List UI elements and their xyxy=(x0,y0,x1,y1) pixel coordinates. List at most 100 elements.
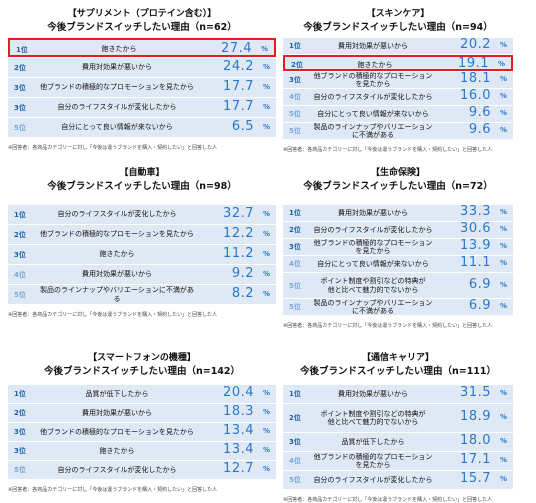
reason: 他ブランドの積極的なプロモーションを見たから xyxy=(313,238,433,255)
reason: 費用対効果が悪いから xyxy=(82,270,152,279)
table-row: 1位 費用対効果が悪いから 33.3% xyxy=(283,204,513,221)
reason: 他ブランドの積極的なプロモーションを見たから xyxy=(313,71,433,88)
rank: 1位 xyxy=(16,45,28,54)
unit: % xyxy=(262,229,270,238)
unit: % xyxy=(262,249,270,258)
unit: % xyxy=(262,269,270,278)
value: 30.6 xyxy=(460,221,491,236)
rank: 2位 xyxy=(14,409,26,417)
footnote: ※回答者：各商品カテゴリーに対し「今後は違うブランドを購入・契約したい」と回答し… xyxy=(8,487,218,493)
value: 16.0 xyxy=(460,88,491,103)
rank: 2位 xyxy=(289,414,301,422)
unit: % xyxy=(499,280,507,289)
table-row: 5位 自分のライフスタイルが変化したから 12.7% xyxy=(8,461,276,479)
unit: % xyxy=(499,92,507,100)
rank: 5位 xyxy=(289,127,301,135)
unit: % xyxy=(499,242,507,250)
reason: 飽きたから xyxy=(357,60,393,69)
rank: 5位 xyxy=(289,303,301,311)
value: 18.9 xyxy=(460,409,491,424)
unit: % xyxy=(499,413,507,421)
table-row: 2位 費用対効果が悪いから 18.3% xyxy=(8,404,276,422)
rank: 2位 xyxy=(289,226,301,234)
rank: 2位 xyxy=(14,63,26,72)
reason: 自分にとって良い情報が来ないから xyxy=(317,259,429,268)
rank: 3位 xyxy=(14,83,26,92)
reason: 自分にとって良い情報が来ないから xyxy=(61,123,173,132)
unit: % xyxy=(262,209,270,218)
table-row: 3位 飽きたから 13.4% xyxy=(8,442,276,460)
rank: 3位 xyxy=(289,438,301,446)
table-row: 5位 製品のラインナップやバリエーションに不満がある 6.9% xyxy=(283,298,513,315)
value: 13.9 xyxy=(460,238,491,253)
reason: 自分のライフスタイルが変化したから xyxy=(313,475,433,484)
table-row: 2位 自分のライフスタイルが変化したから 30.6% xyxy=(283,221,513,238)
value: 18.3 xyxy=(223,404,254,419)
unit: % xyxy=(499,302,507,310)
reason: 品質が低下したから xyxy=(341,437,405,446)
rank: 4位 xyxy=(14,270,26,279)
reason: 飽きたから xyxy=(99,250,135,259)
value: 33.3 xyxy=(460,204,491,219)
reason: 自分のライフスタイルが変化したから xyxy=(313,92,433,101)
footnote: ※回答者：各商品カテゴリーに対し「今後は違うブランドを購入・契約したい」と回答し… xyxy=(8,145,218,151)
reason: ポイント制度や割引などの特典が 他と比べて魅力的でないから xyxy=(320,277,426,294)
rank: 5位 xyxy=(289,281,301,290)
rank: 3位 xyxy=(14,250,26,259)
panel-title: 【自動車】 xyxy=(119,168,165,178)
value: 12.2 xyxy=(223,225,254,241)
value: 19.1 xyxy=(458,56,489,71)
table-row: 5位 自分にとって良い情報が来ないから 6.5% xyxy=(8,118,276,137)
table-row: 3位 他ブランドの積極的なプロモーションを見たから 18.1% xyxy=(283,71,513,88)
reason: 自分のライフスタイルが変化したから xyxy=(57,103,177,112)
unit: % xyxy=(499,475,507,483)
rank: 3位 xyxy=(14,103,26,112)
reason: ポイント制度や割引などの特典が 他と比べて魅力的でないから xyxy=(320,409,426,426)
rank: 1位 xyxy=(289,390,301,398)
panel-title: 【通信キャリア】 xyxy=(361,353,434,363)
value: 17.1 xyxy=(460,452,491,467)
rank: 3位 xyxy=(289,243,301,251)
rank: 5位 xyxy=(14,290,26,299)
reason: 飽きたから xyxy=(99,446,135,455)
table-row: 4位 他ブランドの積極的なプロモーションを見たから 17.1% xyxy=(283,452,513,470)
rank: 5位 xyxy=(289,110,301,118)
value: 9.2 xyxy=(231,265,254,281)
panel-subtitle: 今後ブランドスイッチしたい理由（n=62） xyxy=(47,22,237,33)
unit: % xyxy=(262,389,270,397)
table-row: 3位 他ブランドの積極的なプロモーションを見たから 13.9% xyxy=(283,238,513,255)
reason: 自分のライフスタイルが変化したから xyxy=(313,225,433,234)
table-row: 1位 飽きたから 27.4% xyxy=(8,38,276,57)
panel-title: 【生命保険】 xyxy=(370,168,425,178)
reason: 他ブランドの積極的なプロモーションを見たから xyxy=(40,427,194,436)
unit: % xyxy=(262,289,270,298)
panel-subtitle: 今後ブランドスイッチしたい理由（n=111） xyxy=(299,366,497,377)
value: 20.2 xyxy=(460,37,491,52)
reason: 品質が低下したから xyxy=(85,389,149,398)
table-row: 3位 他ブランドの積極的なプロモーションを見たから 13.4% xyxy=(8,423,276,441)
unit: % xyxy=(262,465,270,473)
rank: 3位 xyxy=(14,447,26,455)
table-row: 3位 自分のライフスタイルが変化したから 17.7% xyxy=(8,98,276,117)
unit: % xyxy=(499,126,507,134)
value: 31.5 xyxy=(460,385,491,400)
value: 13.4 xyxy=(223,442,254,457)
panel-subtitle: 今後ブランドスイッチしたい理由（n=142） xyxy=(43,366,241,377)
rank: 2位 xyxy=(291,61,303,69)
reason: 自分のライフスタイルが変化したから xyxy=(57,210,177,219)
rank: 1位 xyxy=(289,209,301,217)
reason: 製品のラインナップやバリエーションに不満がある xyxy=(313,298,433,315)
reason: 自分にとって良い情報が来ないから xyxy=(317,109,429,118)
reason: 飽きたから xyxy=(101,45,137,54)
unit: % xyxy=(499,389,507,397)
unit: % xyxy=(262,408,270,416)
reason: 費用対効果が悪いから xyxy=(82,408,152,417)
value: 18.1 xyxy=(460,71,491,86)
value: 24.2 xyxy=(223,58,254,74)
value: 18.0 xyxy=(460,433,491,448)
reason: 費用対効果が悪いから xyxy=(338,41,408,50)
table-row: 3位 品質が低下したから 18.0% xyxy=(283,433,513,451)
value: 15.7 xyxy=(460,471,491,486)
unit: % xyxy=(499,208,507,216)
rank: 5位 xyxy=(289,476,301,484)
